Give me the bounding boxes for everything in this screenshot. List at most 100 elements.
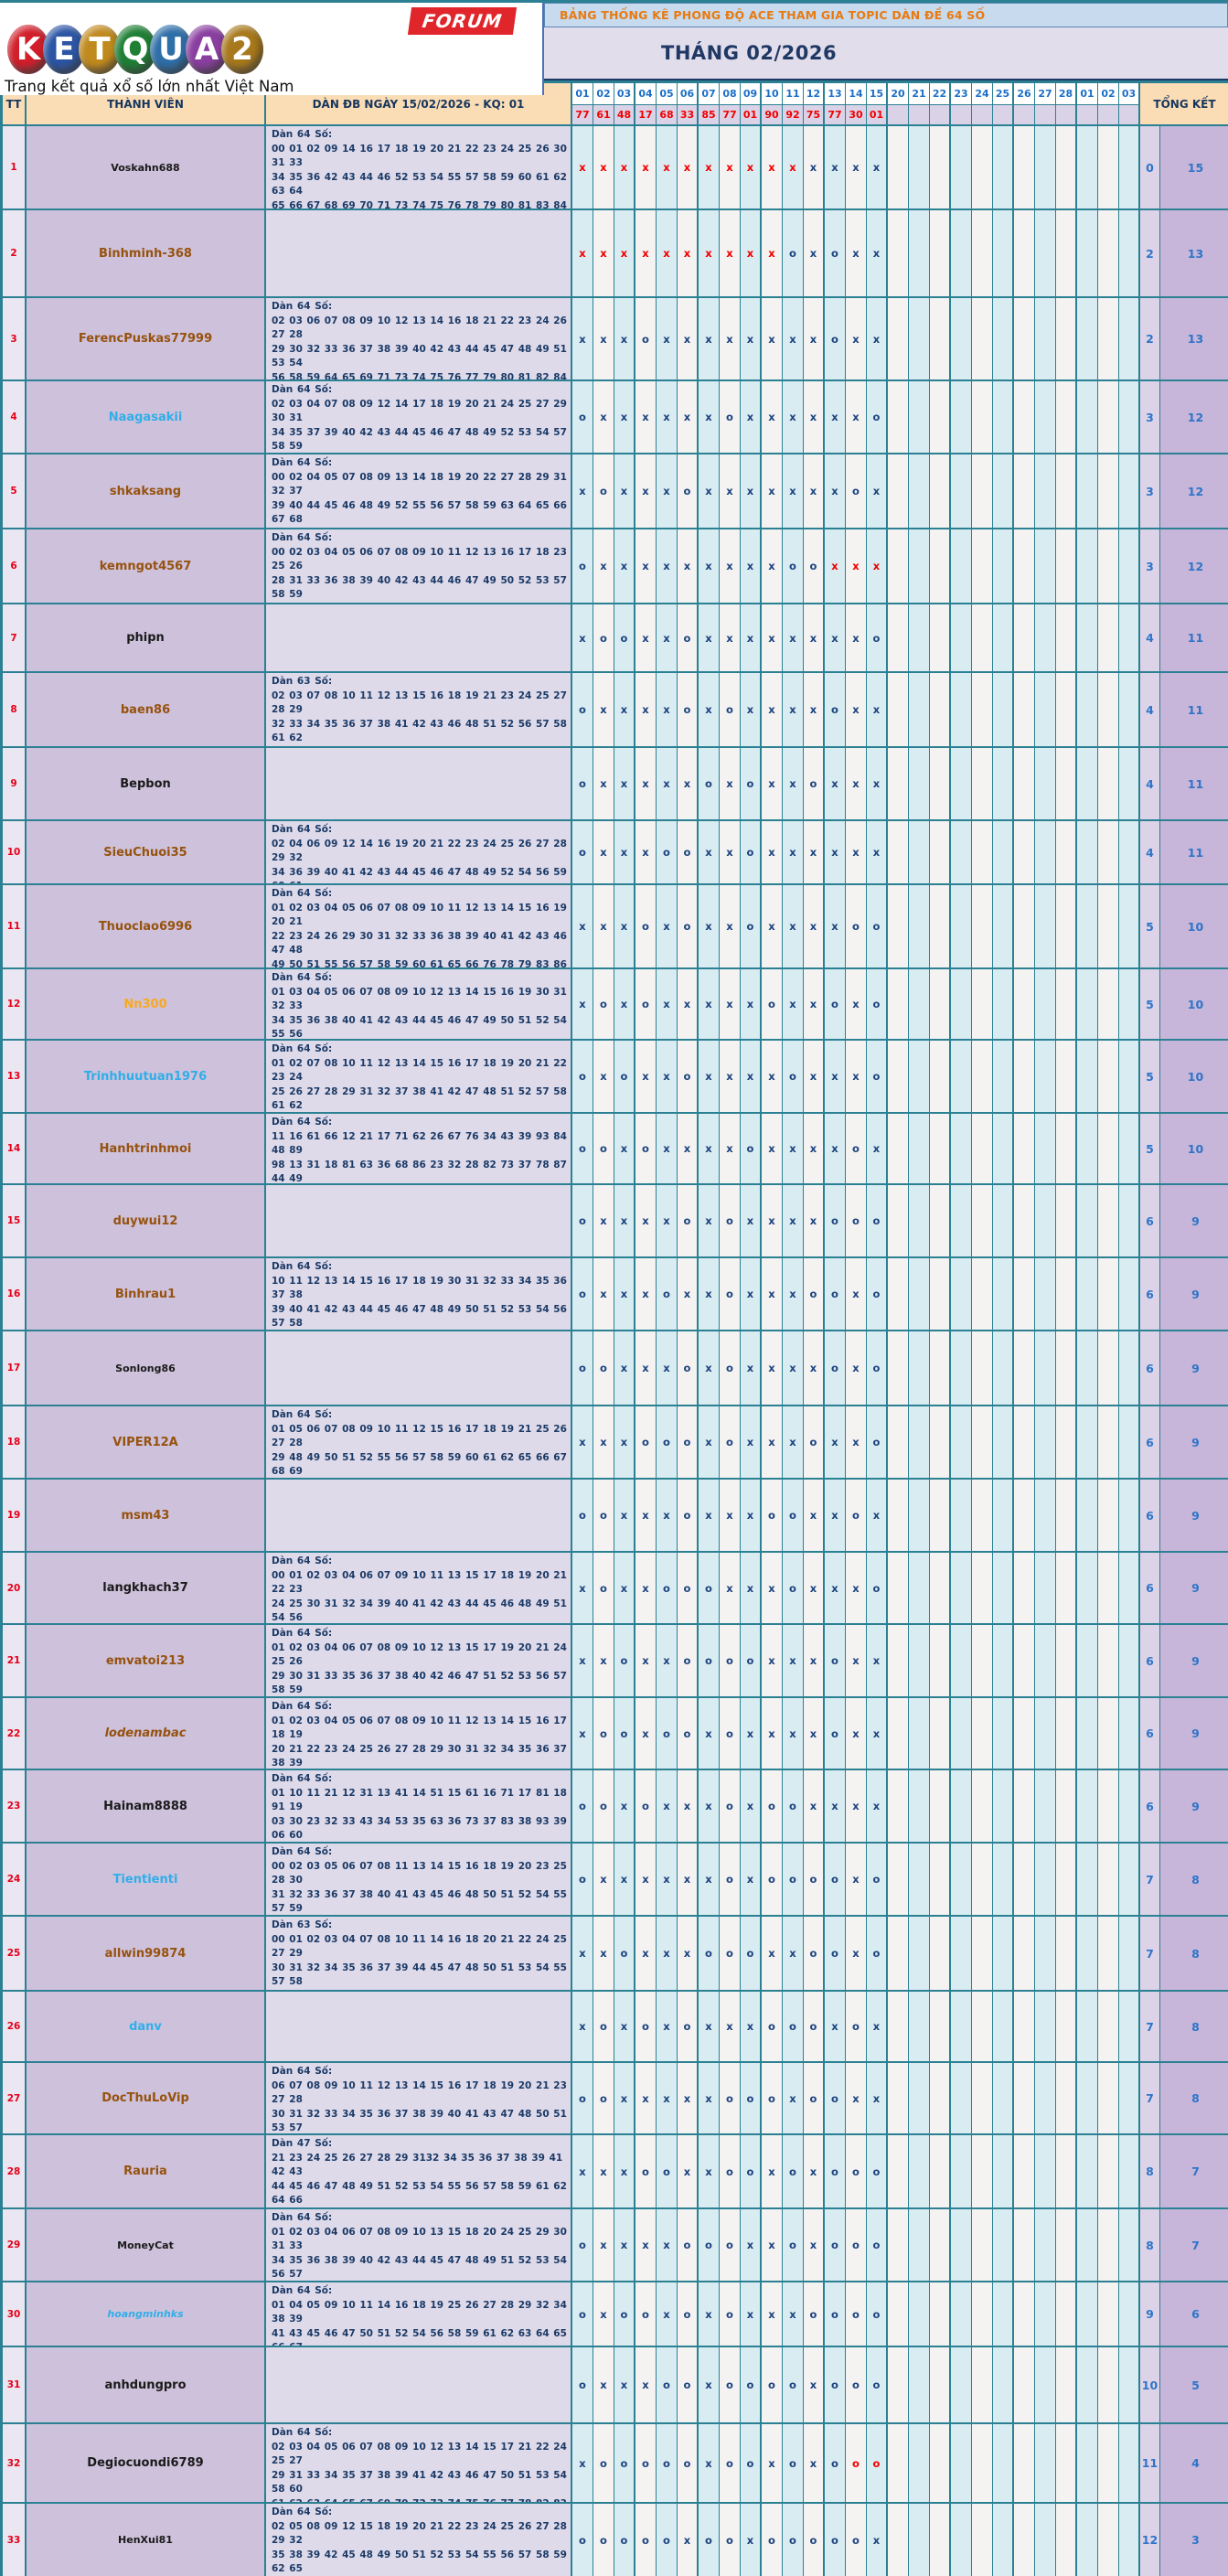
dan-numbers: 01 05 06 07 08 09 10 11 12 15 16 17 18 1…	[272, 1423, 567, 1478]
mark-cell: x	[699, 2424, 720, 2504]
empty-day-cell	[951, 1844, 972, 1917]
mark-cell: x	[614, 1770, 635, 1844]
empty-day-cell	[972, 673, 993, 748]
dan-cell	[266, 1331, 572, 1406]
day-column-header: 14	[846, 83, 867, 105]
empty-day-cell	[972, 2424, 993, 2504]
total-o-cell: 4	[1140, 673, 1160, 748]
empty-day-cell	[888, 673, 909, 748]
empty-day-cell	[888, 126, 909, 210]
member-name[interactable]: danv	[129, 2019, 162, 2034]
total-o-cell: 3	[1140, 529, 1160, 604]
mark-cell: x	[783, 885, 804, 969]
mark-cell: x	[804, 604, 825, 673]
member-name[interactable]: langkhach37	[102, 1581, 188, 1595]
mark-cell: o	[657, 2504, 678, 2576]
mark-cell: x	[614, 2063, 635, 2135]
empty-day-cell	[1056, 126, 1077, 210]
member-name[interactable]: lodenambac	[104, 1726, 187, 1740]
mark-cell: o	[825, 2282, 846, 2347]
member-name[interactable]: allwin99874	[104, 1946, 187, 1961]
mark-cell: x	[846, 1041, 867, 1114]
empty-day-cell	[1077, 210, 1098, 298]
empty-day-cell	[1056, 2424, 1077, 2504]
mark-cell: x	[762, 604, 783, 673]
mark-cell: x	[720, 298, 741, 381]
member-name[interactable]: VIPER12A	[112, 1435, 178, 1449]
member-name[interactable]: Trinhhuutuan1976	[83, 1069, 208, 1084]
empty-day-cell	[909, 1553, 930, 1625]
empty-day-cell	[993, 1698, 1014, 1770]
member-name[interactable]: Naagasakii	[108, 410, 183, 424]
empty-day-cell	[930, 1331, 951, 1406]
member-name[interactable]: emvatoi213	[105, 1653, 186, 1668]
member-name[interactable]: Thuoclao6996	[98, 919, 193, 934]
member-name[interactable]: Bepbon	[120, 776, 171, 791]
mark-cell: o	[825, 1625, 846, 1698]
total-x-cell: 8	[1160, 1844, 1228, 1917]
member-name[interactable]: Tientienti	[112, 1872, 178, 1887]
member-name[interactable]: Voskahn688	[111, 161, 180, 174]
member-cell: Naagasakii	[27, 381, 266, 454]
member-name[interactable]: anhdungpro	[104, 2378, 187, 2392]
empty-day-cell	[1035, 1185, 1056, 1258]
member-cell: baen86	[27, 673, 266, 748]
mark-cell: x	[804, 1331, 825, 1406]
mark-cell: x	[825, 381, 846, 454]
member-name[interactable]: kemngot4567	[99, 559, 192, 573]
member-name[interactable]: Nn300	[123, 997, 167, 1011]
total-x-cell: 7	[1160, 2209, 1228, 2282]
empty-day-cell	[930, 2282, 951, 2347]
empty-day-cell	[909, 1258, 930, 1331]
member-cell: HenXui81	[27, 2504, 266, 2576]
empty-day-cell	[1119, 1844, 1140, 1917]
mark-cell: x	[593, 381, 614, 454]
mark-cell: x	[825, 1406, 846, 1480]
mark-cell: x	[572, 2424, 593, 2504]
member-name[interactable]: HenXui81	[118, 2534, 173, 2546]
member-name[interactable]: Hanhtrinhmoi	[99, 1141, 192, 1156]
day-column-header: 27	[1035, 83, 1056, 105]
empty-day-cell	[888, 298, 909, 381]
day-result-value	[1077, 105, 1098, 126]
empty-day-cell	[1077, 1406, 1098, 1480]
mark-cell: x	[804, 1698, 825, 1770]
empty-day-cell	[1035, 1770, 1056, 1844]
member-name[interactable]: Binhrau1	[114, 1287, 176, 1301]
mark-cell: o	[783, 1770, 804, 1844]
empty-day-cell	[1035, 1698, 1056, 1770]
empty-day-cell	[972, 126, 993, 210]
empty-day-cell	[1077, 604, 1098, 673]
row-index: 21	[3, 1625, 27, 1698]
mark-cell: o	[614, 1698, 635, 1770]
member-name[interactable]: SieuChuoi35	[103, 845, 187, 860]
member-name[interactable]: hoangminhks	[107, 2308, 184, 2320]
empty-day-cell	[1098, 2135, 1119, 2209]
member-name[interactable]: DocThuLoVip	[101, 2091, 189, 2105]
empty-day-cell	[972, 2135, 993, 2209]
mark-cell: x	[804, 454, 825, 529]
member-name[interactable]: baen86	[120, 702, 171, 717]
mark-cell: o	[720, 2063, 741, 2135]
mark-cell: o	[593, 1480, 614, 1553]
mark-cell: x	[846, 210, 867, 298]
member-name[interactable]: Degiocuondi6789	[87, 2456, 204, 2470]
mark-cell: o	[762, 1770, 783, 1844]
member-name[interactable]: phipn	[126, 631, 165, 645]
member-name[interactable]: duywui12	[112, 1213, 178, 1228]
member-name[interactable]: Sonlong86	[115, 1362, 176, 1374]
member-name[interactable]: Binhminh-368	[99, 246, 192, 261]
mark-cell: x	[593, 748, 614, 821]
empty-day-cell	[993, 1625, 1014, 1698]
member-name[interactable]: msm43	[121, 1508, 170, 1523]
banner-title: BẢNG THỐNG KÊ PHONG ĐỘ ACE THAM GIA TOPI…	[560, 8, 986, 22]
member-name[interactable]: Rauria	[123, 2164, 167, 2178]
empty-day-cell	[1119, 673, 1140, 748]
member-name[interactable]: shkaksang	[109, 484, 182, 498]
mark-cell: x	[572, 210, 593, 298]
member-name[interactable]: MoneyCat	[117, 2239, 174, 2251]
empty-day-cell	[930, 673, 951, 748]
member-name[interactable]: Hainam8888	[103, 1799, 187, 1813]
member-name[interactable]: FerencPuskas77999	[78, 332, 213, 346]
